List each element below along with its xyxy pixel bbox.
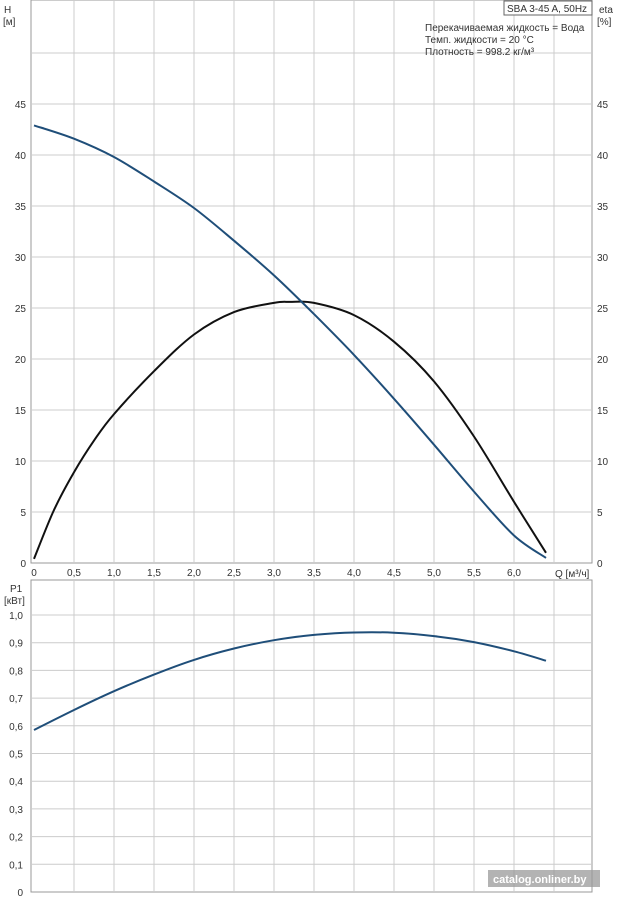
bottom-grid <box>31 580 592 892</box>
x-tick-label: 1,5 <box>147 568 161 579</box>
y-axis-unit-left: [м] <box>3 17 16 28</box>
y-axis-title-left: H <box>4 5 11 16</box>
watermark-backdrop <box>488 870 600 887</box>
y-tick-label-left: 40 <box>15 151 27 162</box>
y-tick-label-right: 45 <box>597 100 609 111</box>
y-tick-label-left: 25 <box>15 304 27 315</box>
y-tick-label-left: 5 <box>20 508 26 519</box>
x-tick-label: 3,0 <box>267 568 281 579</box>
bottom-tick-labels: 0 0,1 0,2 0,3 0,4 0,5 0,6 0,7 0,8 0,9 1,0 <box>9 611 23 899</box>
power-tick-label: 1,0 <box>9 611 23 622</box>
y-tick-label-right: 0 <box>597 559 603 570</box>
head-curve <box>33 124 547 559</box>
power-tick-label: 0,6 <box>9 722 23 733</box>
y-tick-label-right: 30 <box>597 253 609 264</box>
power-tick-label: 0,7 <box>9 694 23 705</box>
power-tick-label: 0,4 <box>9 777 23 788</box>
power-tick-label: 0,5 <box>9 750 23 761</box>
y-tick-label-right: 40 <box>597 151 609 162</box>
power-tick-label: 0,2 <box>9 833 23 844</box>
top-tick-labels: 0 0,5 1,0 1,5 2,0 2,5 3,0 3,5 4,0 4,5 5,0 5,5 6,00 05… <box>15 100 609 579</box>
liquid-label: Перекачиваемая жидкость = Вода <box>425 23 585 34</box>
power-axis-title: P1 <box>10 584 23 595</box>
power-curve <box>33 631 547 731</box>
watermark: catalog.onliner.by <box>493 874 587 886</box>
y-tick-label-right: 10 <box>597 457 609 468</box>
top-grid <box>31 0 592 563</box>
model-label: SBA 3-45 A, 50Hz <box>507 4 587 15</box>
power-tick-label: 0,3 <box>9 805 23 816</box>
y-tick-label-right: 35 <box>597 202 609 213</box>
x-axis-title: Q [м³/ч] <box>555 569 590 580</box>
y-tick-label-right: 25 <box>597 304 609 315</box>
x-tick-label: 5,0 <box>427 568 441 579</box>
y-tick-label-right: 5 <box>597 508 603 519</box>
efficiency-curve <box>33 300 547 560</box>
y-tick-label-right: 15 <box>597 406 609 417</box>
x-tick-label: 2,0 <box>187 568 201 579</box>
top-plot-frame <box>30 0 593 564</box>
power-tick-label: 0,8 <box>9 666 23 677</box>
series-layer <box>33 124 547 731</box>
y-tick-label-left: 20 <box>15 355 27 366</box>
y-tick-label-left: 30 <box>15 253 27 264</box>
x-tick-label: 5,5 <box>467 568 481 579</box>
y-tick-label-left: 35 <box>15 202 27 213</box>
temperature-label: Темп. жидкости = 20 °C <box>425 35 534 46</box>
x-tick-label: 1,0 <box>107 568 121 579</box>
power-tick-label: 0,1 <box>9 860 23 871</box>
power-tick-label: 0,9 <box>9 639 23 650</box>
x-tick-label: 0 <box>31 568 37 579</box>
y-tick-label-right: 20 <box>597 355 609 366</box>
x-tick-label: 4,0 <box>347 568 361 579</box>
y-tick-label-left: 0 <box>20 559 26 570</box>
density-label: Плотность = 998.2 кг/м³ <box>425 47 535 58</box>
x-tick-label: 4,5 <box>387 568 401 579</box>
y-axis-title-right: eta <box>599 5 613 16</box>
y-axis-unit-right: [%] <box>597 17 612 28</box>
y-tick-label-left: 15 <box>15 406 27 417</box>
model-label-box <box>503 0 593 16</box>
x-tick-label: 2,5 <box>227 568 241 579</box>
y-tick-label-left: 45 <box>15 100 27 111</box>
y-tick-label-left: 10 <box>15 457 27 468</box>
bottom-plot-frame <box>30 579 593 893</box>
power-tick-label: 0 <box>17 888 23 899</box>
x-tick-label: 0,5 <box>67 568 81 579</box>
power-axis-unit: [кВт] <box>4 596 25 607</box>
x-tick-label: 6,0 <box>507 568 521 579</box>
x-tick-label: 3,5 <box>307 568 321 579</box>
